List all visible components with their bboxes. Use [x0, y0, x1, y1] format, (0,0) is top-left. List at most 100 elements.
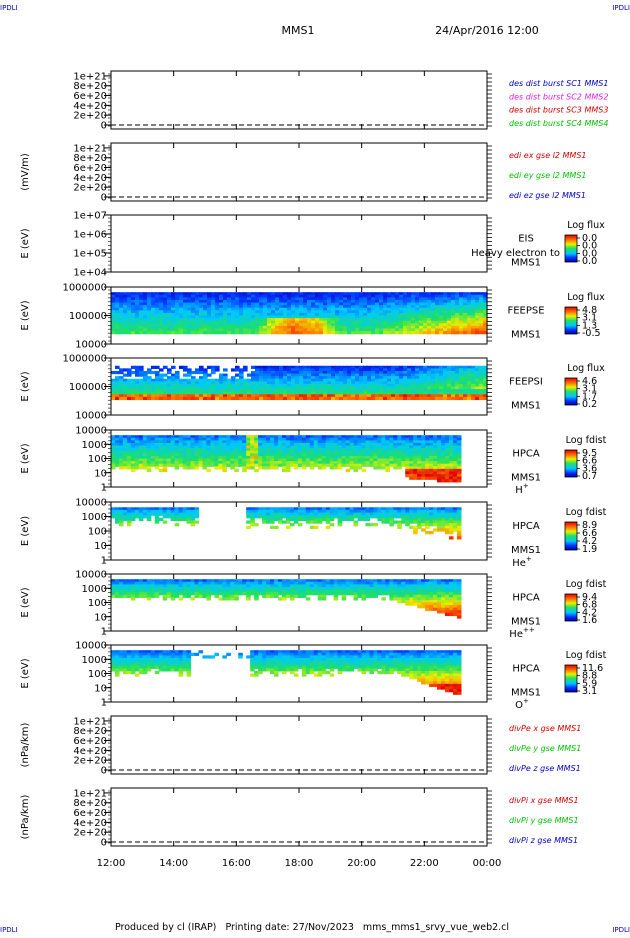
spectrogram-cell: [281, 461, 287, 465]
spectrogram-cell: [447, 389, 452, 393]
spectrogram-cell: [135, 318, 140, 322]
spectrogram-cell: [226, 453, 231, 457]
spectrogram-cell: [242, 442, 247, 447]
spectrogram-cell: [251, 299, 256, 304]
spectrogram-cell: [365, 450, 371, 454]
spectrogram-cell: [311, 318, 316, 322]
spectrogram-cell: [114, 584, 120, 588]
spectrogram-cell: [267, 328, 272, 332]
spectrogram-cell: [186, 437, 192, 441]
spectrogram-cell: [214, 453, 219, 457]
spectrogram-cell: [415, 373, 420, 377]
spectrogram-cell: [483, 331, 488, 335]
spectrogram-cell: [155, 325, 160, 330]
spectrogram-cell: [417, 584, 422, 588]
spectrogram-cell: [207, 396, 212, 401]
spectrogram-cell: [367, 391, 372, 395]
spectrogram-cell: [283, 391, 288, 395]
spectrogram-cell: [337, 442, 343, 447]
spectrogram-cell: [143, 320, 148, 324]
spectrogram-cell: [123, 323, 128, 327]
spectrogram-cell: [459, 378, 464, 382]
spectrogram-cell: [150, 440, 156, 444]
spectrogram-cell: [444, 471, 450, 475]
spectrogram-cell: [401, 437, 406, 441]
spectrogram-cell: [373, 584, 378, 588]
spectrogram-cell: [266, 442, 271, 447]
spectrogram-cell: [383, 318, 388, 322]
spectrogram-cell: [347, 378, 352, 382]
spectrogram-cell: [427, 294, 432, 298]
spectrogram-cell: [447, 328, 452, 332]
spectrogram-cell: [452, 515, 458, 519]
spectrogram-cell: [147, 320, 152, 324]
spectrogram-cell: [437, 520, 442, 524]
spectrogram-cell: [285, 450, 291, 454]
spectrogram-cell: [456, 533, 462, 537]
spectrogram-cell: [483, 394, 488, 398]
spectrogram-cell: [291, 325, 296, 330]
spectrogram-cell: [403, 299, 408, 304]
spectrogram-cell: [179, 312, 184, 317]
spectrogram-cell: [227, 315, 232, 319]
spectrogram-cell: [419, 302, 424, 306]
spectrogram-cell: [266, 509, 271, 514]
spectrogram-cell: [277, 442, 283, 447]
spectrogram-cell: [441, 515, 446, 519]
spectrogram-cell: [411, 307, 416, 311]
spectrogram-cell: [147, 396, 152, 401]
spectrogram-cell: [357, 461, 363, 465]
spectrogram-cell: [317, 461, 323, 465]
spectrogram-cell: [247, 378, 252, 382]
spectrogram-cell: [297, 448, 303, 452]
spectrogram-cell: [455, 396, 460, 401]
spectrogram-cell: [433, 520, 438, 524]
spectrogram-cell: [319, 292, 324, 296]
spectrogram-cell: [134, 440, 140, 444]
spectrogram-cell: [243, 378, 248, 382]
spectrogram-cell: [287, 315, 292, 319]
spectrogram-cell: [419, 318, 424, 322]
spectrogram-cell: [275, 315, 280, 319]
spectrogram-cell: [365, 437, 371, 441]
spectrogram-cell: [295, 297, 300, 301]
spectrogram-cell: [283, 381, 288, 385]
spectrogram-cell: [435, 389, 440, 393]
spectrogram-cell: [419, 325, 424, 330]
spectrogram-cell: [452, 476, 458, 480]
spectrogram-cell: [369, 463, 375, 467]
spectrogram-cell: [151, 365, 156, 369]
spectrogram-cell: [363, 328, 368, 332]
spectrogram-cell: [429, 458, 434, 462]
spectrogram-cell: [452, 442, 458, 447]
spectrogram-cell: [323, 318, 328, 322]
spectrogram-cell: [285, 463, 291, 467]
spectrogram-cell: [139, 370, 144, 375]
spectrogram-cell: [250, 461, 255, 465]
spectrogram-cell: [405, 507, 410, 511]
spectrogram-cell: [433, 599, 438, 604]
spectrogram-cell: [150, 450, 156, 454]
spectrogram-cell: [433, 605, 438, 609]
spectrogram-cell: [289, 584, 295, 588]
spectrogram-cell: [182, 458, 188, 462]
spectrogram-cell: [307, 394, 312, 398]
spectrogram-cell: [234, 584, 239, 588]
spectrogram-cell: [291, 373, 296, 377]
spectrogram-cell: [206, 468, 211, 473]
spectrogram-cell: [199, 315, 204, 319]
spectrogram-cell: [159, 315, 164, 319]
spectrogram-cell: [123, 389, 128, 393]
spectrogram-cell: [138, 440, 144, 444]
spectrogram-cell: [456, 531, 462, 535]
spectrogram-cell: [291, 297, 296, 301]
spectrogram-cell: [126, 509, 132, 514]
spectrogram-cell: [379, 302, 384, 306]
spectrogram-cell: [409, 474, 414, 478]
spectrogram-cell: [452, 584, 458, 588]
spectrogram-cell: [437, 466, 442, 470]
spectrogram-cell: [323, 294, 328, 298]
spectrogram-cell: [270, 455, 275, 460]
spectrogram-cell: [309, 517, 315, 522]
spectrogram-cell: [195, 328, 200, 332]
